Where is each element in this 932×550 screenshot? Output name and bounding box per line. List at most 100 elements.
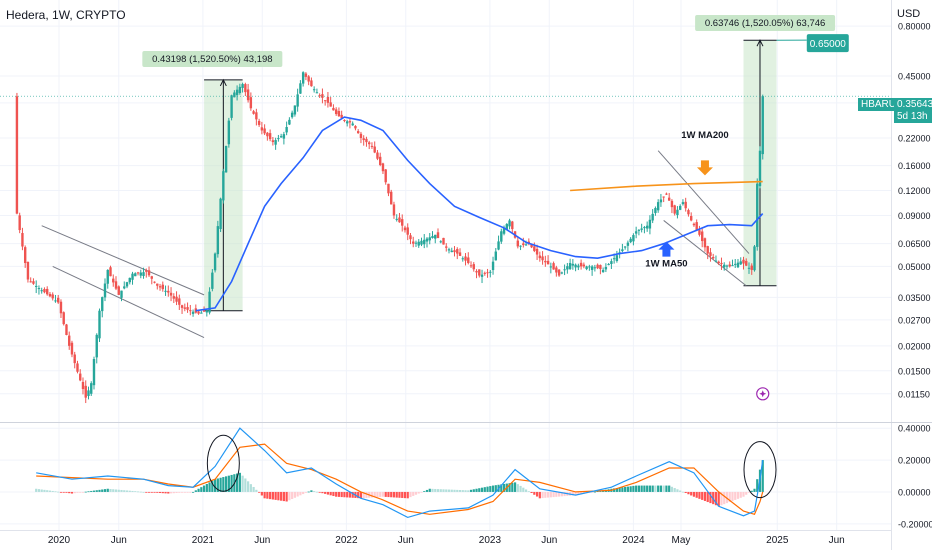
- macd-highlight-circle-2: [743, 441, 777, 499]
- candle-body: [315, 92, 319, 94]
- macd-hist-bar: [114, 489, 118, 492]
- candle-body: [670, 200, 674, 208]
- pane-separator[interactable]: [0, 422, 932, 423]
- macd-hist-bar: [555, 491, 558, 497]
- candle-body: [579, 262, 583, 267]
- candle-body: [370, 145, 374, 147]
- price-tick-label: 0.03500: [898, 293, 931, 303]
- macd-line: [36, 427, 764, 519]
- price-tick-label: 0.80000: [898, 22, 931, 32]
- candle-body: [684, 201, 687, 209]
- candle-body: [420, 240, 423, 245]
- macd-hist-bar: [302, 491, 305, 495]
- candle-body: [238, 86, 242, 94]
- candle-body: [546, 260, 550, 265]
- candle-body: [447, 249, 451, 251]
- candle-body: [222, 171, 225, 201]
- candle-body: [321, 94, 324, 98]
- candle-body: [337, 111, 341, 117]
- macd-hist-bar: [48, 490, 52, 492]
- macd-hist-bar: [742, 491, 745, 497]
- macd-hist-bar: [480, 487, 484, 492]
- candle-body: [401, 219, 404, 226]
- candle-body: [596, 264, 599, 269]
- target-badge-bg: [806, 34, 849, 53]
- macd-hist-bar: [95, 490, 98, 492]
- time-tick-label: 2022: [335, 535, 358, 546]
- candle-body: [497, 241, 500, 250]
- macd-hist-bar: [263, 491, 266, 499]
- candle-body: [90, 383, 93, 394]
- currency-label[interactable]: USD: [897, 8, 921, 20]
- macd-hist-bar: [483, 487, 486, 492]
- candle-body: [577, 265, 580, 268]
- macd-hist-bar: [613, 488, 616, 492]
- macd-hist-bar: [414, 491, 418, 495]
- candle-body: [208, 291, 211, 313]
- symbol-title[interactable]: Hedera, 1W, CRYPTO: [6, 8, 126, 22]
- price-tick-label: 0.01150: [898, 389, 930, 399]
- macd-hist-bar: [313, 491, 316, 492]
- candle-body: [153, 281, 156, 283]
- candle-body: [161, 284, 164, 290]
- candle-body: [197, 311, 200, 314]
- candle-body: [54, 300, 57, 302]
- macd-hist-bar: [549, 491, 552, 498]
- candle-body: [475, 271, 478, 273]
- candle-body: [136, 272, 140, 274]
- ma50-line: [195, 116, 764, 312]
- candle-body: [340, 114, 343, 119]
- candle-body: [395, 218, 398, 220]
- macd-hist-bar: [299, 491, 302, 496]
- candle-body: [384, 169, 387, 183]
- candle-body: [734, 263, 737, 265]
- event-marker-star-icon: [759, 390, 767, 398]
- candle-body: [48, 293, 52, 297]
- candle-body: [714, 260, 718, 262]
- candle-body: [128, 277, 131, 283]
- macd-hist-bar: [62, 491, 65, 493]
- candle-body: [106, 269, 109, 284]
- price-tick-label: 0.45000: [898, 71, 931, 81]
- macd-hist-bar: [714, 491, 718, 506]
- macd-hist-bar: [92, 490, 96, 492]
- candle-body: [604, 267, 608, 270]
- macd-hist-bar: [546, 491, 550, 498]
- macd-hist-bar: [307, 491, 310, 493]
- candle-body: [511, 221, 514, 230]
- candle-body: [84, 385, 87, 398]
- macd-hist-bar: [692, 491, 696, 497]
- candle-body: [552, 263, 555, 270]
- macd-hist-bar: [178, 491, 181, 493]
- macd-hist-bar: [186, 491, 189, 493]
- macd-hist-bar: [453, 489, 456, 492]
- candle-body: [392, 204, 396, 216]
- candle-body: [742, 259, 745, 264]
- macd-hist-bar: [277, 491, 280, 501]
- macd-hist-bar: [282, 491, 285, 502]
- channel-line: [41, 225, 205, 296]
- candle-body: [164, 290, 167, 292]
- candle-body: [367, 142, 371, 145]
- time-tick-label: 2021: [192, 535, 215, 546]
- macd-hist-bar: [128, 490, 131, 492]
- macd-hist-bar: [384, 491, 387, 497]
- macd-hist-bar: [335, 491, 338, 497]
- candle-body: [626, 242, 630, 246]
- candle-body: [117, 286, 120, 295]
- macd-hist-bar: [635, 485, 638, 492]
- macd-hist-bar: [269, 491, 272, 500]
- macd-hist-bar: [439, 489, 442, 492]
- macd-hist-bar: [357, 491, 360, 499]
- macd-histogram: [35, 460, 764, 507]
- candle-body: [431, 236, 434, 239]
- macd-hist-bar: [574, 491, 577, 496]
- candle-body: [428, 237, 431, 241]
- macd-hist-bar: [596, 491, 599, 493]
- macd-hist-bar: [736, 491, 740, 499]
- macd-hist-bar: [519, 485, 522, 492]
- macd-hist-bar: [464, 490, 467, 492]
- macd-hist-bar: [629, 486, 632, 492]
- candle-body: [417, 241, 420, 246]
